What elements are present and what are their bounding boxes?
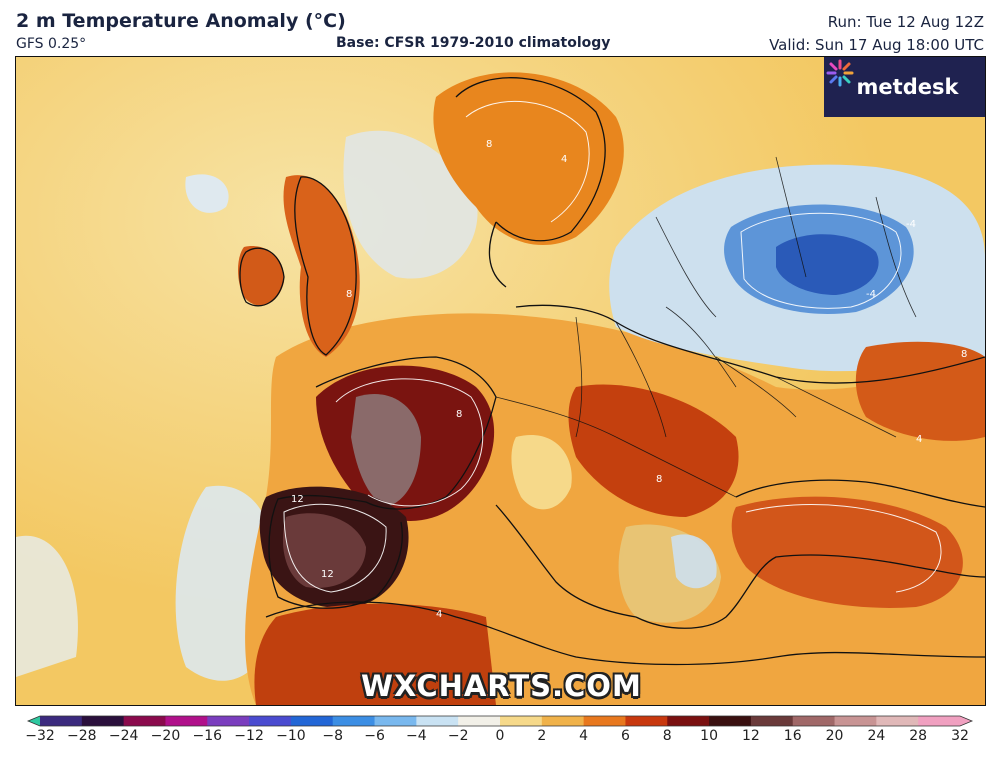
contour-label-4-russia: 4 (916, 434, 922, 445)
colorbar-segment (750, 716, 794, 726)
colorbar-segment (123, 716, 166, 726)
scandinavia-warm (433, 72, 624, 246)
colorbar-segment (40, 716, 83, 726)
climatology-base: Base: CFSR 1979-2010 climatology (336, 35, 611, 51)
contour-label-8-scandinavia: 8 (486, 139, 492, 150)
contour-label-8-france: 8 (456, 409, 462, 420)
north-sea-cool-patch (343, 130, 478, 279)
colorbar-segment (458, 716, 501, 726)
colorbar-tick-label: −6 (364, 728, 385, 744)
colorbar-segment (374, 716, 417, 726)
colorbar-tick-label: 20 (825, 728, 844, 744)
colorbar-tick-label: 4 (579, 728, 589, 744)
atlantic-cool-southwest (16, 535, 78, 677)
great-britain-warm (283, 175, 360, 357)
colorbar-tick-label: 10 (700, 728, 718, 744)
colorbar-segment (249, 716, 292, 726)
colorbar-tick-label: −16 (192, 728, 223, 744)
turkey-hot (731, 496, 963, 608)
colorbar-segment (207, 716, 250, 726)
russia-southeast-warm (855, 341, 985, 441)
colorbar-segment (918, 716, 961, 726)
anomaly-map: 8 4 8 8 12 12 -4 -4 8 8 4 4 (15, 56, 986, 706)
colorbar-tick-label: −8 (322, 728, 344, 744)
contour-label-4-sweden: 4 (561, 154, 567, 165)
colorbar-segment (667, 716, 710, 726)
ireland-warm (238, 246, 285, 306)
contour-labels: 8 4 8 8 12 12 -4 -4 8 8 4 4 (291, 139, 967, 620)
colorbar-segment (583, 716, 626, 726)
contour-lines (283, 100, 942, 593)
colorbar-tick-label: 8 (662, 728, 672, 744)
colorbar-segment (876, 716, 919, 726)
balkans-hot (568, 384, 739, 517)
colorbar-segment (709, 716, 752, 726)
contour-label-8-balkans: 8 (656, 474, 662, 485)
colorbar-segment (625, 716, 668, 726)
colorbar-tick-label: −2 (447, 728, 469, 744)
coastlines (239, 77, 985, 666)
colorbar-segment (81, 716, 125, 726)
contour-label-8-russia: 8 (961, 349, 967, 360)
iberia-extreme-core (282, 513, 366, 588)
colorbar-tick-label: 32 (951, 728, 969, 744)
colorbar-min-arrow (28, 716, 40, 726)
run-time: Run: Tue 12 Aug 12Z (827, 13, 984, 31)
wxcharts-watermark: WXCHARTS.COM (361, 669, 642, 703)
colorbar-tick-label: −32 (25, 728, 55, 744)
colorbar-segment (500, 716, 543, 726)
contour-label-minus4-ukraine-south: -4 (866, 289, 876, 300)
country-borders (495, 156, 917, 498)
colorbar-tick-label: 16 (783, 728, 802, 744)
colorbar-tick-label: 28 (909, 728, 928, 744)
colorbar-tick-label: 6 (620, 728, 630, 744)
model-name: GFS 0.25° (16, 36, 87, 52)
colorbar-tick-label: 12 (741, 728, 760, 744)
france-extreme-core (351, 393, 421, 507)
metdesk-logo: metdesk (824, 57, 985, 117)
colorbar-tick-label: 0 (495, 728, 505, 744)
colorbar-max-arrow (960, 716, 972, 726)
colorbar-segment (792, 716, 836, 726)
colorbar-segment (332, 716, 376, 726)
ukraine-cold-center (776, 234, 879, 295)
chart-title: 2 m Temperature Anomaly (°C) (16, 10, 346, 32)
colorbar-segment (416, 716, 459, 726)
metdesk-star-icon (826, 59, 854, 87)
colorbar (0, 706, 1000, 766)
colorbar-tick-label: 2 (537, 728, 547, 744)
contour-label-minus4-ukraine: -4 (906, 219, 916, 230)
colorbar-tick-label: −28 (67, 728, 97, 744)
contour-label-4-north-africa: 4 (436, 609, 442, 620)
mediterranean-mild (511, 435, 572, 510)
colorbar-tick-label: −4 (406, 728, 427, 744)
colorbar-strip (26, 715, 974, 727)
contour-label-12-iberia-south: 12 (321, 569, 334, 580)
colorbar-segment (165, 716, 208, 726)
colorbar-segment (834, 716, 877, 726)
colorbar-tick-label: −20 (150, 728, 181, 744)
colorbar-segment (541, 716, 585, 726)
colorbar-segment (290, 716, 334, 726)
map-canvas: 8 4 8 8 12 12 -4 -4 8 8 4 4 (16, 57, 985, 705)
atlantic-cool-spot (185, 174, 229, 213)
valid-time: Valid: Sun 17 Aug 18:00 UTC (769, 36, 984, 54)
north-africa-hot (254, 603, 496, 705)
colorbar-tick-label: −12 (234, 728, 264, 744)
colorbar-tick-label: 24 (867, 728, 886, 744)
metdesk-logo-text: metdesk (856, 75, 959, 99)
aegean-cool (671, 534, 717, 589)
contour-label-8-britain: 8 (346, 289, 352, 300)
colorbar-tick-label: −24 (108, 728, 139, 744)
contour-label-12-iberia: 12 (291, 494, 304, 505)
chart-header: 2 m Temperature Anomaly (°C) GFS 0.25° B… (0, 0, 1000, 56)
colorbar-tick-label: −10 (276, 728, 306, 744)
